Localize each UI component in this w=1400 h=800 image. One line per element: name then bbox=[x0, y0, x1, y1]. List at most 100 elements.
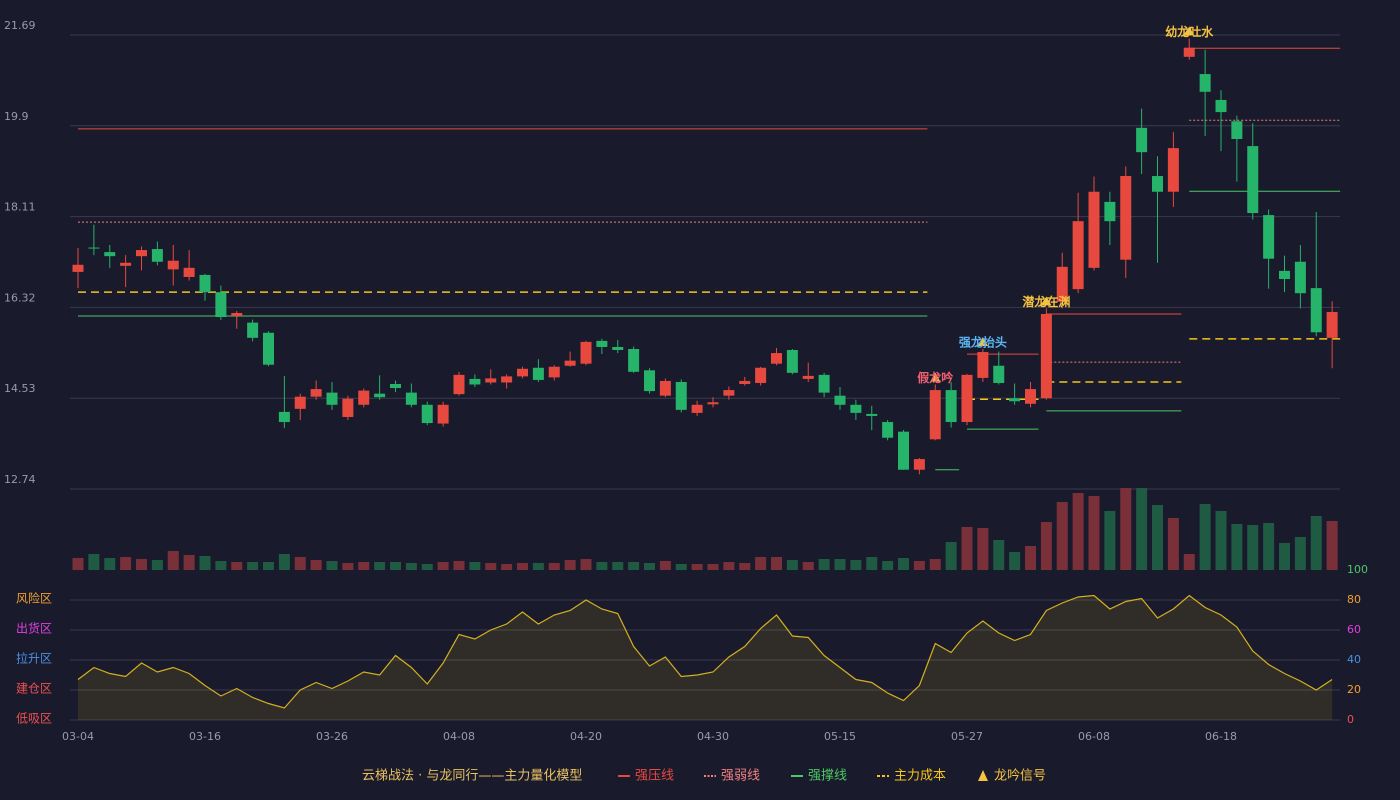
candle-body bbox=[659, 380, 671, 396]
volume-bar bbox=[1326, 521, 1338, 570]
volume-bar bbox=[1199, 504, 1211, 570]
volume-bar bbox=[612, 562, 624, 570]
candle-body bbox=[136, 250, 147, 257]
volume-bar bbox=[532, 563, 544, 570]
candle-body bbox=[786, 350, 798, 373]
volume-bar bbox=[564, 560, 576, 570]
candle-body bbox=[151, 249, 163, 262]
volume-bar bbox=[834, 559, 846, 570]
candle-body bbox=[1152, 176, 1163, 192]
candle-body bbox=[390, 383, 401, 389]
volume-bar bbox=[707, 564, 719, 570]
volume-bar bbox=[485, 563, 497, 570]
volume-bar bbox=[1279, 543, 1290, 570]
volume-bar bbox=[580, 559, 592, 570]
y2-tick-label: 40 bbox=[1347, 653, 1361, 666]
candle-body bbox=[199, 274, 211, 293]
candle-body bbox=[1231, 121, 1243, 139]
volume-bar bbox=[596, 562, 608, 570]
candle-body bbox=[453, 374, 465, 395]
y-tick-label: 14.53 bbox=[4, 382, 36, 395]
volume-bar bbox=[421, 564, 433, 570]
volume-bar bbox=[215, 561, 227, 570]
x-tick-label: 06-18 bbox=[1205, 730, 1237, 743]
volume-bar bbox=[1040, 522, 1052, 570]
legend-marker bbox=[978, 770, 988, 781]
volume-bar bbox=[771, 557, 782, 570]
signal-label: 强龙抬头 bbox=[959, 334, 1007, 349]
candle-body bbox=[294, 396, 306, 409]
volume-bar bbox=[469, 562, 481, 570]
volume-bar bbox=[993, 540, 1005, 570]
volume-bar bbox=[437, 562, 449, 570]
candle-body bbox=[707, 402, 719, 405]
candle-body bbox=[231, 312, 243, 317]
candle-body bbox=[945, 390, 957, 423]
candle-body bbox=[1183, 47, 1195, 57]
x-tick-label: 03-26 bbox=[316, 730, 348, 743]
legend-label: 主力成本 bbox=[894, 769, 946, 784]
candle-body bbox=[469, 378, 481, 385]
signal-marker bbox=[1041, 296, 1052, 306]
candle-body bbox=[517, 368, 528, 377]
x-tick-label: 06-08 bbox=[1078, 730, 1110, 743]
volume-bar bbox=[278, 554, 290, 570]
candle-body bbox=[342, 398, 354, 417]
x-tick-label: 04-08 bbox=[443, 730, 475, 743]
x-tick-label: 05-27 bbox=[951, 730, 983, 743]
volume-bar bbox=[358, 562, 370, 570]
volume-bar bbox=[1136, 488, 1148, 570]
x-tick-label: 05-15 bbox=[824, 730, 856, 743]
zone-label: 低吸区 bbox=[16, 712, 52, 726]
volume-bar bbox=[310, 560, 322, 570]
volume-bar bbox=[342, 563, 354, 570]
candle-body bbox=[1104, 201, 1116, 222]
volume-bar bbox=[517, 563, 528, 570]
y2-tick-label: 20 bbox=[1347, 683, 1361, 696]
candle-body bbox=[1279, 270, 1290, 279]
candle-body bbox=[834, 395, 846, 405]
oscillator-line bbox=[77, 594, 1333, 709]
volume-bar bbox=[1167, 518, 1179, 570]
zone-label: 风险区 bbox=[16, 591, 52, 606]
candle-body bbox=[263, 332, 274, 365]
candle-body bbox=[913, 459, 925, 470]
candle-body bbox=[580, 341, 592, 364]
candle-body bbox=[358, 390, 370, 405]
volume-bar bbox=[898, 558, 909, 570]
candle-body bbox=[532, 367, 544, 380]
candle-body bbox=[167, 260, 179, 270]
y-tick-label: 21.69 bbox=[4, 19, 36, 32]
candle-body bbox=[215, 292, 227, 318]
candle-body bbox=[1056, 266, 1068, 302]
volume-bar bbox=[167, 551, 179, 570]
candle-body bbox=[310, 389, 322, 397]
candle-body bbox=[1072, 221, 1084, 290]
candle-body bbox=[247, 322, 259, 338]
candle-body bbox=[1167, 148, 1179, 192]
volume-bar bbox=[628, 562, 640, 570]
volume-bar bbox=[104, 558, 116, 570]
candle-body bbox=[1025, 389, 1036, 404]
candle-body bbox=[72, 264, 84, 272]
volume-bar bbox=[1025, 546, 1036, 570]
volume-bar bbox=[1009, 552, 1021, 570]
volume-bar bbox=[913, 561, 925, 570]
volume-bar bbox=[739, 563, 751, 570]
candle-body bbox=[421, 404, 433, 424]
signal-marker bbox=[1184, 26, 1195, 36]
volume-bar bbox=[1183, 554, 1195, 570]
volume-bar bbox=[136, 559, 147, 570]
candle-body bbox=[977, 352, 989, 378]
volume-bar bbox=[723, 562, 735, 570]
y2-tick-label: 100 bbox=[1347, 563, 1368, 576]
candle-body bbox=[691, 404, 703, 413]
candle-body bbox=[850, 404, 862, 413]
y-tick-label: 19.9 bbox=[4, 110, 29, 123]
volume-bar bbox=[929, 559, 941, 570]
volume-bar bbox=[1294, 537, 1306, 570]
oscillator-area bbox=[78, 595, 1333, 720]
candle-body bbox=[548, 366, 560, 378]
volume-bar bbox=[1056, 502, 1068, 570]
